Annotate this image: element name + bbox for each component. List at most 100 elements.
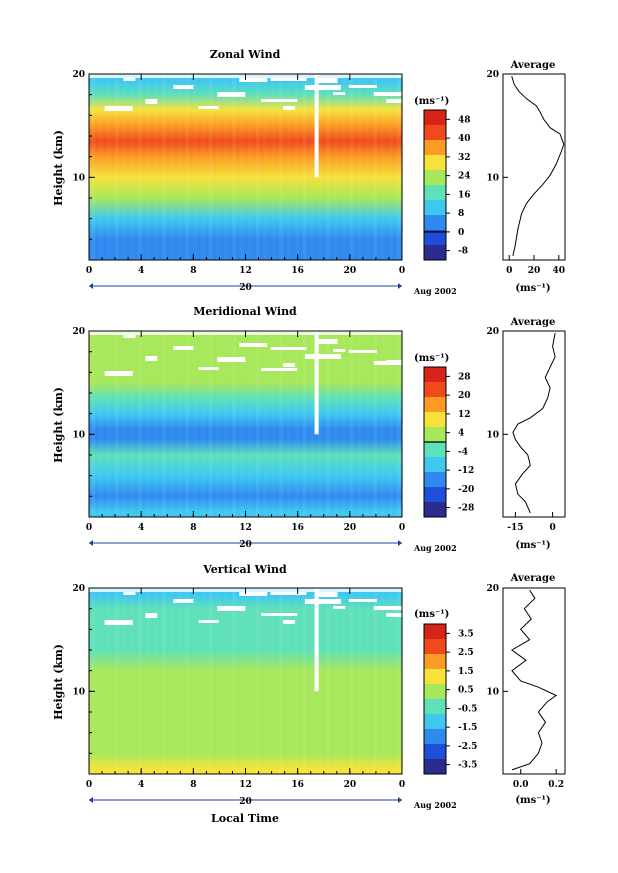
data-gap xyxy=(198,367,219,370)
data-gap xyxy=(317,592,338,597)
colorbar-swatch xyxy=(424,487,446,502)
texture-streak xyxy=(357,588,361,774)
texture-streak xyxy=(248,74,252,260)
x-tick-label: 20 xyxy=(344,523,357,533)
texture-streak xyxy=(248,588,252,774)
colorbar-tick-label: 20 xyxy=(458,391,471,401)
data-gap xyxy=(333,606,346,609)
data-gap xyxy=(217,357,246,362)
average-x-tick-label: -15 xyxy=(507,523,523,533)
x-tick-label: 0 xyxy=(399,780,405,790)
texture-streak xyxy=(373,588,377,774)
colorbar-tick-label: 48 xyxy=(458,115,471,125)
heatmap-field xyxy=(89,74,402,260)
data-gap xyxy=(123,335,136,338)
colorbar-tick-label: 28 xyxy=(458,372,471,382)
x-tick-label: 16 xyxy=(291,523,304,533)
texture-streak xyxy=(318,588,322,774)
heatmap-field xyxy=(89,588,402,774)
data-gap xyxy=(348,85,377,88)
texture-streak xyxy=(123,588,127,774)
texture-streak xyxy=(381,74,385,260)
x-tick-label: 12 xyxy=(239,780,252,790)
texture-streak xyxy=(255,588,260,774)
texture-streak xyxy=(138,331,143,517)
colorbar-swatch xyxy=(424,170,446,185)
colorbar-swatch xyxy=(424,412,446,427)
texture-streak xyxy=(396,74,401,260)
texture-streak xyxy=(365,74,369,260)
x-tick-label: 4 xyxy=(138,266,144,276)
colorbar-frame xyxy=(423,109,447,261)
texture-streak xyxy=(255,331,260,517)
date-unit: Aug 2002 xyxy=(413,286,457,296)
data-gap xyxy=(348,599,377,602)
date-label: 20 xyxy=(239,283,252,293)
texture-streak xyxy=(161,74,166,260)
data-gap xyxy=(317,339,338,344)
texture-streak xyxy=(357,74,361,260)
texture-streak xyxy=(224,74,228,260)
texture-streak xyxy=(99,588,103,774)
average-units: (ms⁻¹) xyxy=(515,540,550,551)
data-gap xyxy=(261,99,298,102)
colorbar: 48 40 32 24 16 8 0 -8 xyxy=(423,109,471,261)
x-tick-label: 0 xyxy=(86,780,92,790)
texture-streak xyxy=(193,74,197,260)
data-gap xyxy=(104,106,133,111)
data-gap xyxy=(386,99,407,103)
x-tick-label: 16 xyxy=(291,780,304,790)
texture-streak xyxy=(240,74,244,260)
colorbar-swatch xyxy=(424,457,446,472)
data-gap xyxy=(348,350,377,353)
colorbar-swatch xyxy=(424,759,446,774)
texture-streak xyxy=(310,74,314,260)
y-axis-label: Height (km) xyxy=(52,644,65,720)
colorbar-swatch xyxy=(424,155,446,170)
colorbar-units: (ms⁻¹) xyxy=(414,96,449,107)
data-gap xyxy=(104,371,133,376)
texture-streak xyxy=(396,331,401,517)
data-gap xyxy=(373,606,410,610)
date-label: 20 xyxy=(239,797,252,807)
average-y-tick-label: 10 xyxy=(486,173,499,183)
average-frame xyxy=(502,73,566,261)
colorbar-tick-label: -8 xyxy=(458,247,468,257)
texture-streak xyxy=(302,331,307,517)
texture-streak xyxy=(334,74,338,260)
data-gap xyxy=(145,99,158,104)
colorbar: 3.5 2.5 1.5 0.5 -0.5 -1.5 -2.5 -3.5 xyxy=(423,623,477,775)
x-tick-label: 20 xyxy=(344,780,357,790)
x-tick-label: 0 xyxy=(399,266,405,276)
heatmap-field xyxy=(89,331,402,517)
texture-streak xyxy=(114,588,119,774)
average-x-tick-label: 20 xyxy=(528,266,541,276)
texture-streak xyxy=(91,331,96,517)
x-axis-label: Local Time xyxy=(211,812,279,825)
texture-streak xyxy=(123,74,127,260)
colorbar-swatch xyxy=(424,110,446,125)
texture-streak xyxy=(349,331,354,517)
data-gap xyxy=(217,606,246,611)
colorbar-swatch xyxy=(424,397,446,412)
date-arrow-left xyxy=(89,797,93,803)
texture-streak xyxy=(193,588,197,774)
colorbar-tick-label: 24 xyxy=(458,172,471,182)
texture-streak xyxy=(217,74,221,260)
data-gap xyxy=(123,592,136,595)
colorbar-tick-label: 12 xyxy=(458,410,471,420)
texture-streak xyxy=(255,74,260,260)
texture-streak xyxy=(161,331,166,517)
colorbar-tick-label: 16 xyxy=(458,190,471,200)
x-tick-label: 0 xyxy=(86,523,92,533)
texture-streak xyxy=(185,588,190,774)
data-gap xyxy=(173,599,194,603)
date-label: 20 xyxy=(239,540,252,550)
colorbar-swatch xyxy=(424,729,446,744)
colorbar-swatch xyxy=(424,472,446,487)
texture-streak xyxy=(107,74,111,260)
colorbar-units: (ms⁻¹) xyxy=(414,353,449,364)
texture-streak xyxy=(310,588,314,774)
data-gap xyxy=(198,106,219,109)
